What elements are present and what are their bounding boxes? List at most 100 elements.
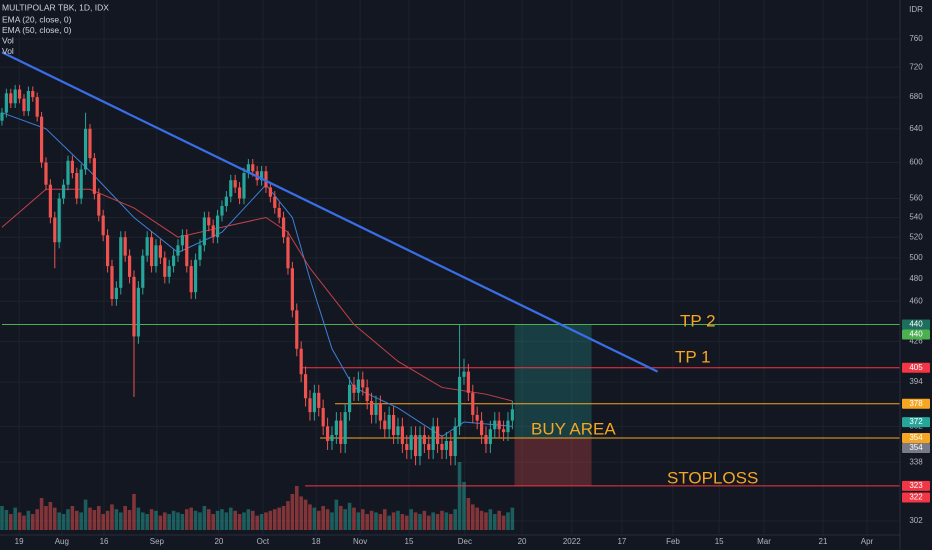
volume-bar [246, 509, 251, 530]
candle-body [105, 235, 110, 267]
y-tick-label: 760 [909, 34, 923, 43]
candle-body [400, 426, 404, 444]
candle-body [193, 259, 198, 293]
volume-bar [343, 509, 347, 530]
candle-body [35, 97, 39, 117]
volume-bar [294, 486, 299, 530]
price-marker-label: 405 [909, 363, 923, 372]
price-marker-label: 440 [909, 330, 923, 339]
candle-body [493, 420, 497, 430]
volume-bar [39, 498, 44, 530]
candle-body [286, 237, 290, 269]
candle-body [422, 435, 426, 444]
volume-bar [492, 514, 497, 530]
candle-body [189, 266, 193, 293]
volume-bar [110, 504, 114, 530]
price-marker [902, 329, 930, 340]
volume-bar [418, 514, 422, 530]
candle-body [202, 217, 206, 246]
y-tick-label: 460 [909, 296, 923, 305]
candle-body [501, 429, 506, 433]
candle-body [154, 245, 158, 267]
volume-bar [158, 515, 163, 530]
candle-body [427, 443, 431, 450]
candle-body [176, 245, 180, 256]
volume-bar [409, 509, 413, 530]
volume-bar [378, 514, 383, 530]
candle-body [70, 160, 74, 174]
candle-body [123, 237, 127, 256]
volume-bar [184, 509, 189, 530]
candle-body [290, 268, 294, 311]
candle-body [79, 169, 83, 199]
volume-bar [479, 510, 484, 530]
volume-bar [440, 510, 444, 530]
candle-body [325, 426, 330, 441]
y-tick-label: 640 [909, 124, 923, 133]
candle-body [207, 217, 211, 226]
candle-body [413, 435, 418, 457]
x-tick-label: 15 [715, 537, 724, 546]
candle-body [343, 412, 347, 444]
candle-body [198, 245, 202, 260]
candle-body [303, 374, 308, 399]
x-tick-label: 19 [15, 537, 24, 546]
volume-bar [356, 512, 361, 530]
volume-bar [193, 510, 198, 530]
price-marker-label: 372 [909, 417, 923, 426]
candle-body [66, 160, 70, 185]
y-tick-label: 500 [909, 253, 923, 262]
candle-body [378, 403, 382, 421]
price-marker [902, 443, 930, 454]
volume-bar [453, 509, 457, 530]
legend-item: EMA (20, close, 0) [2, 14, 72, 24]
volume-bar [233, 510, 237, 530]
candle-body [295, 310, 299, 349]
volume-bar [250, 510, 255, 530]
price-marker-label: 354 [909, 433, 923, 442]
annotation: TP 2 [680, 311, 716, 330]
candle-body [339, 420, 343, 444]
volume-bar [202, 506, 207, 530]
price-marker-label: 323 [909, 481, 923, 490]
volume-bar [435, 514, 440, 530]
candle-body [356, 379, 360, 393]
volume-bar [312, 507, 317, 530]
candle-body [158, 245, 162, 258]
volume-bar [396, 510, 400, 530]
price-marker-label: 322 [909, 493, 923, 502]
candle-body [132, 276, 136, 337]
x-tick-label: 15 [405, 537, 414, 546]
volume-bar [171, 510, 176, 530]
annotation: BUY AREA [531, 419, 616, 438]
candle-body [92, 158, 96, 194]
volume-bar [413, 512, 418, 530]
volume-bar [347, 502, 352, 530]
candle-body [374, 403, 378, 415]
y-tick-label: 600 [909, 158, 923, 167]
candle-body [277, 207, 281, 218]
volume-bar [101, 514, 105, 530]
price-marker [902, 398, 930, 409]
volume-bar [475, 507, 479, 530]
y-tick-label: 560 [909, 194, 923, 203]
volume-bar [277, 507, 281, 530]
candle-body [233, 180, 237, 188]
price-marker [902, 433, 930, 444]
stop-zone [514, 438, 592, 486]
candle-body [163, 257, 167, 277]
candle-body [383, 420, 387, 430]
volume-bar [501, 515, 506, 530]
candle-body [317, 392, 321, 408]
volume-bar [444, 512, 449, 530]
volume-bar [448, 514, 453, 530]
x-tick-label: Mar [757, 537, 771, 546]
volume-bar [281, 506, 286, 530]
candle-body [497, 420, 501, 430]
x-tick-label: 21 [819, 537, 828, 546]
ema-line [1, 112, 513, 438]
volume-bar [462, 482, 466, 530]
volume-bar [154, 510, 158, 530]
volume-bar [334, 499, 339, 530]
